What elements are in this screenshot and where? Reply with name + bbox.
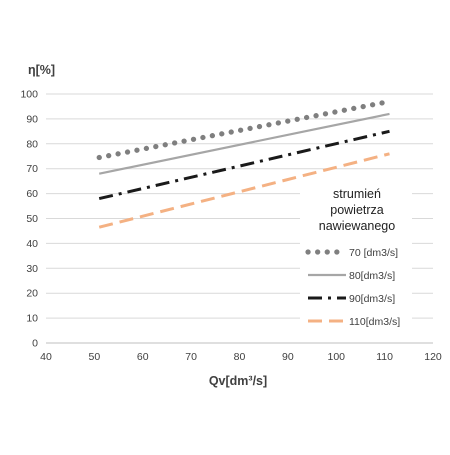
series-line bbox=[98, 152, 390, 229]
legend-title-line: strumień bbox=[333, 187, 381, 201]
legend-title-line: nawiewanego bbox=[319, 219, 395, 233]
y-tick-label: 70 bbox=[26, 163, 38, 175]
x-tick-label: 50 bbox=[89, 351, 101, 363]
series-line bbox=[98, 129, 390, 201]
y-tick-label: 20 bbox=[26, 288, 38, 300]
x-tick-label: 110 bbox=[376, 351, 393, 363]
y-tick-label: 80 bbox=[26, 138, 38, 150]
series-line bbox=[96, 98, 393, 161]
y-tick-label: 50 bbox=[26, 213, 38, 225]
legend-label: 70 [dm3/s] bbox=[349, 247, 398, 259]
series-lines bbox=[96, 98, 393, 229]
y-tick-label: 0 bbox=[32, 338, 38, 350]
x-tick-label: 60 bbox=[137, 351, 149, 363]
x-tick-label: 120 bbox=[424, 351, 442, 363]
y-axis-title: η[%] bbox=[28, 63, 55, 77]
x-tick-label: 80 bbox=[234, 351, 246, 363]
legend-title-line: powietrza bbox=[330, 203, 384, 217]
axes: 0 10 20 30 40 50 60 70 80 90 100 40 50 60 70 80 90 100 110… bbox=[20, 89, 441, 364]
y-tick-label: 30 bbox=[26, 263, 38, 275]
legend-label: 110[dm3/s] bbox=[349, 316, 400, 328]
x-axis-title: Qv[dm³/s] bbox=[209, 374, 267, 388]
legend-label: 80[dm3/s] bbox=[349, 270, 395, 282]
y-tick-label: 90 bbox=[26, 113, 38, 125]
x-tick-label: 70 bbox=[185, 351, 197, 363]
y-tick-label: 100 bbox=[20, 89, 38, 101]
legend: strumień powietrza nawiewanego 70 [dm3/s] 80… bbox=[300, 184, 412, 332]
x-tick-label: 90 bbox=[282, 351, 294, 363]
y-tick-label: 60 bbox=[26, 188, 38, 200]
y-tick-label: 10 bbox=[26, 313, 38, 325]
legend-label: 90[dm3/s] bbox=[349, 293, 395, 305]
gridlines bbox=[46, 93, 433, 319]
series-line bbox=[98, 112, 390, 175]
x-tick-label: 100 bbox=[327, 351, 345, 363]
legend-background bbox=[300, 184, 412, 332]
y-tick-label: 40 bbox=[26, 238, 38, 250]
x-tick-label: 40 bbox=[40, 351, 52, 363]
